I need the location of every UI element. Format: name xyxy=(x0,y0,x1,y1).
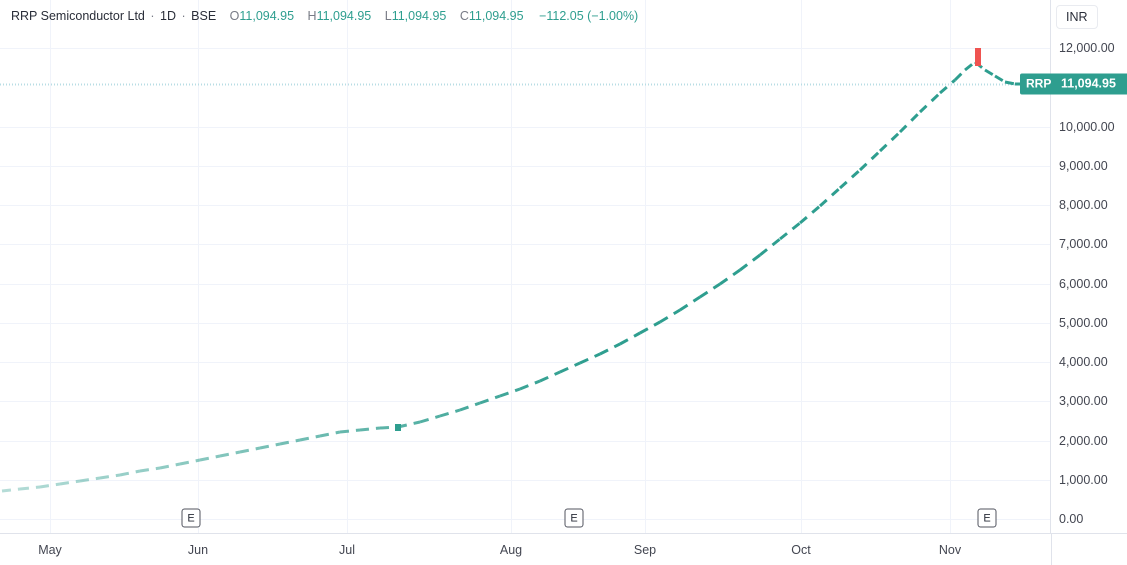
price-tick-label: 0.00 xyxy=(1059,512,1084,526)
chart-plot-area[interactable] xyxy=(0,0,1051,533)
time-scale-corner xyxy=(1051,534,1127,565)
horizontal-gridlines xyxy=(0,48,1051,520)
ohlc-high: H11,094.95 xyxy=(308,9,372,23)
ohlc-close: C11,094.95 xyxy=(460,9,524,23)
high-tag: H xyxy=(307,9,317,23)
price-tick-label: 1,000.00 xyxy=(1059,472,1108,487)
low-tag: L xyxy=(384,9,392,23)
price-series-line xyxy=(1,60,1027,493)
open-tag: O xyxy=(229,9,240,23)
earnings-marker[interactable]: E xyxy=(564,508,584,528)
high-value: 11,094.95 xyxy=(316,9,372,23)
time-tick-label: Jul xyxy=(339,543,355,557)
last-price-label: 11,094.95 xyxy=(1051,73,1127,95)
legend-separator-2: · xyxy=(181,9,186,23)
time-tick-label: Oct xyxy=(791,543,811,557)
series-name-tag: RRP xyxy=(1020,73,1058,95)
vertical-gridlines xyxy=(50,0,951,533)
price-tick-label: 6,000.00 xyxy=(1059,276,1108,291)
open-value: 11,094.95 xyxy=(239,9,295,23)
time-scale[interactable]: May Jun Jul Aug Sep Oct Nov xyxy=(0,533,1127,565)
time-tick-label: Sep xyxy=(633,543,657,557)
time-tick-label: Jun xyxy=(187,543,209,557)
price-tick-label: 3,000.00 xyxy=(1059,394,1108,409)
chart-legend: RRP Semiconductor Ltd · 1D · BSE O11,094… xyxy=(11,9,638,23)
price-tick-label: 5,000.00 xyxy=(1059,315,1108,330)
low-value: 11,094.95 xyxy=(391,9,447,23)
close-tag: C xyxy=(459,9,469,23)
time-tick-label: Aug xyxy=(499,543,523,557)
currency-badge[interactable]: INR xyxy=(1056,5,1098,29)
legend-separator-1: · xyxy=(150,9,155,23)
earnings-marker[interactable]: E xyxy=(181,508,201,528)
time-tick-label: May xyxy=(38,543,62,557)
price-tick-label: 7,000.00 xyxy=(1059,237,1108,252)
earnings-marker[interactable]: E xyxy=(977,508,997,528)
time-tick-label: Nov xyxy=(938,543,962,557)
close-value: 11,094.95 xyxy=(468,9,524,23)
symbol-name[interactable]: RRP Semiconductor Ltd xyxy=(11,9,145,23)
change-value: −112.05 (−1.00%) xyxy=(539,9,639,23)
ohlc-low: L11,094.95 xyxy=(385,9,447,23)
chart-canvas xyxy=(0,0,1051,533)
price-tick-label: 8,000.00 xyxy=(1059,198,1108,212)
candle-markers xyxy=(395,48,981,431)
price-tick-label: 4,000.00 xyxy=(1059,355,1108,369)
price-scale[interactable]: INR 12,000.00 10,000.00 9,000.00 8,000.00 7,… xyxy=(1050,0,1127,533)
ohlc-open: O11,094.95 xyxy=(230,9,294,23)
price-tick-label: 12,000.00 xyxy=(1059,41,1115,55)
interval-label[interactable]: 1D xyxy=(160,9,176,23)
price-tick-label: 9,000.00 xyxy=(1059,158,1108,173)
price-tick-label: 10,000.00 xyxy=(1059,119,1115,134)
exchange-label[interactable]: BSE xyxy=(191,9,217,23)
price-tick-label: 2,000.00 xyxy=(1059,433,1108,448)
